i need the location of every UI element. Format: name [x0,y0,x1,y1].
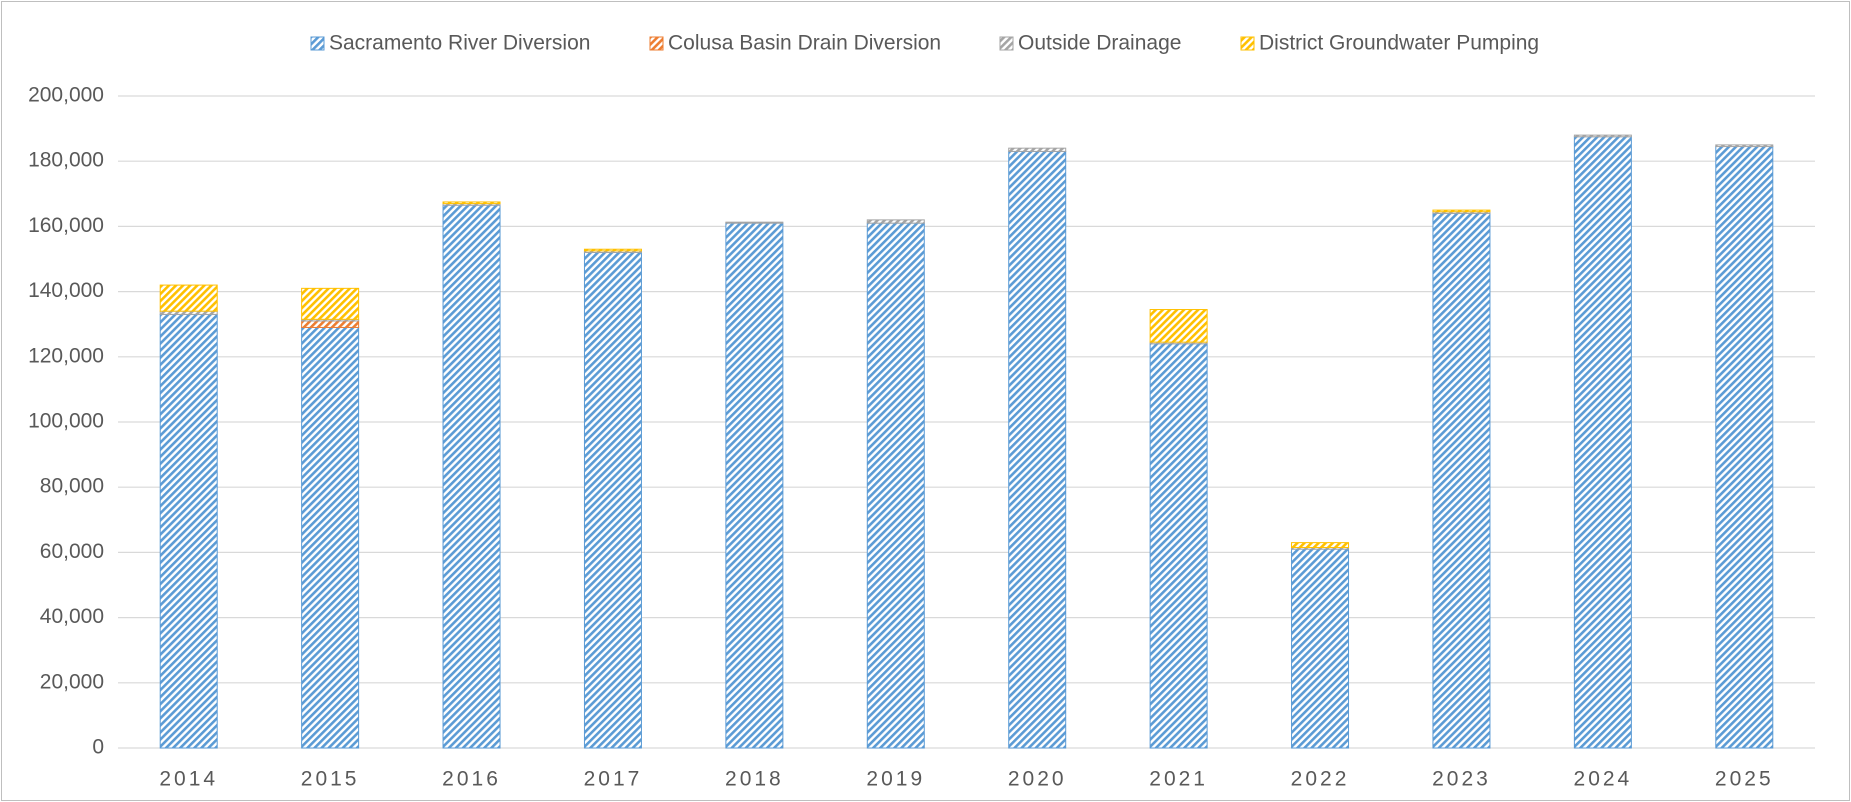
x-tick-label: 2020 [1008,768,1067,791]
bar-segment [159,313,218,749]
bar-segment [1291,542,1350,549]
bar-segment [866,222,925,749]
y-tick-label: 0 [92,736,104,759]
x-tick-label: 2017 [584,768,643,791]
y-tick-label: 80,000 [40,475,104,498]
y-tick-label: 20,000 [40,670,104,693]
y-tick-label: 60,000 [40,540,104,563]
y-tick-label: 40,000 [40,605,104,628]
x-tick-label: 2021 [1149,768,1208,791]
bar-segment [442,201,501,205]
bar-segment [725,222,784,749]
legend-marker [649,36,664,51]
x-tick-label: 2023 [1432,768,1491,791]
bar-segment [1008,147,1067,152]
x-tick-label: 2019 [866,768,925,791]
x-tick-label: 2022 [1291,768,1350,791]
y-tick-label: 120,000 [28,344,104,367]
legend-marker [999,36,1014,51]
legend-label: District Groundwater Pumping [1259,32,1539,55]
y-tick-label: 180,000 [28,149,104,172]
bar-segment [866,219,925,224]
x-tick-label: 2018 [725,768,784,791]
x-tick-label: 2025 [1715,768,1774,791]
bar-segment [725,221,784,224]
x-tick-label: 2024 [1574,768,1633,791]
bar-segment [1149,343,1208,749]
y-tick-label: 100,000 [28,410,104,433]
bar-segment [1573,136,1632,749]
bar-segment [1149,309,1208,343]
legend-label: Colusa Basin Drain Diversion [668,32,941,55]
x-tick-label: 2014 [159,768,218,791]
bar-segment [1715,144,1774,148]
x-tick-label: 2016 [442,768,501,791]
bar-segment [1432,209,1491,213]
bar-segment [1715,146,1774,749]
y-tick-label: 160,000 [28,214,104,237]
legend-label: Sacramento River Diversion [329,32,590,55]
bar-segment [301,320,360,328]
bar-segment [1573,134,1632,138]
bar-segment [1291,548,1350,749]
legend-marker [310,36,325,51]
bar-segment [442,204,501,749]
bar-segment [159,284,218,312]
bar-segment [1432,212,1491,749]
bar-segment [301,326,360,749]
y-tick-label: 200,000 [28,84,104,107]
x-tick-label: 2015 [301,768,360,791]
legend-label: Outside Drainage [1018,32,1181,55]
legend-marker [1240,36,1255,51]
bar-segment [583,248,642,252]
bar-segment [301,287,360,320]
bar-segment [1008,150,1067,749]
bar-segment [583,251,642,749]
y-tick-label: 140,000 [28,279,104,302]
